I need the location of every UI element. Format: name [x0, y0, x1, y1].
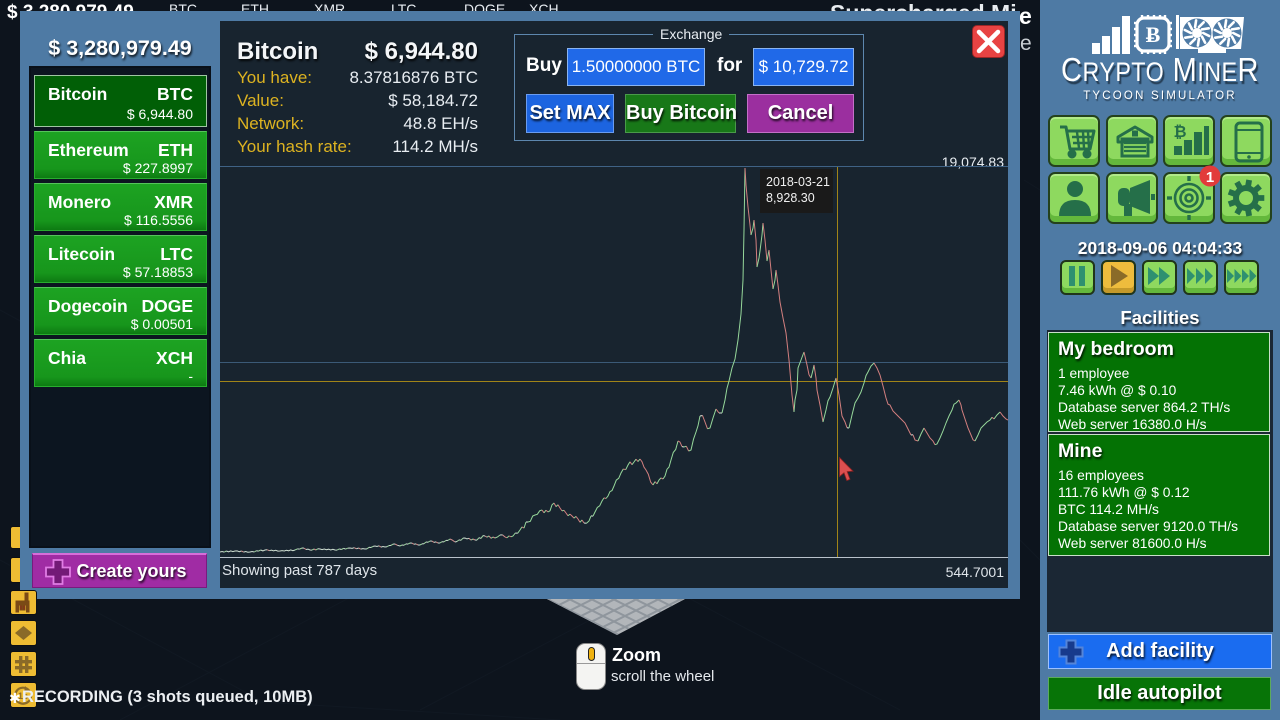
- svg-text:Ƀ: Ƀ: [1146, 22, 1161, 47]
- svg-text:1s: 1s: [18, 691, 28, 701]
